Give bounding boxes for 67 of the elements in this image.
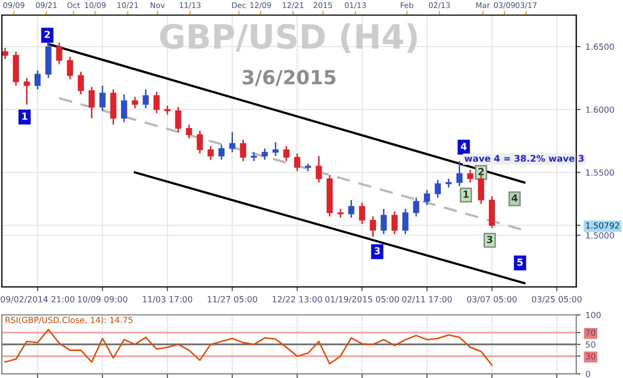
x-tick-label: 11/27 05:00 [208,296,258,304]
y-tick-label: 1.5500 [586,169,614,176]
y-tick-label: 1.5000 [586,232,614,239]
annotation: 1 [22,112,28,120]
y-tick-label: 50 [586,341,596,348]
candlestick [121,94,128,123]
candlestick [316,155,322,184]
candlestick [218,144,225,161]
candlestick [175,106,182,133]
text: 3/6/2015 [242,70,336,86]
annotation: 4 [460,142,467,150]
candlestick [196,130,203,154]
candlestick [99,84,106,112]
candlestick [186,124,192,140]
candlestick [456,160,462,187]
y-tick-label: 70 [586,330,596,336]
candlestick [78,71,84,96]
candlestick [229,131,236,153]
candlestick [467,169,474,184]
x-tick-label: 01/19/2015 05:00 [325,296,399,304]
candlestick [478,174,484,205]
candlestick [272,142,279,157]
candlestick [66,56,74,80]
candlestick [88,86,95,119]
y-tick-label: 0 [586,370,590,378]
candlestick [283,145,290,162]
candlestick [413,196,420,218]
annotation: 3 [487,236,492,244]
x-tick-label: 10/09 09:00 [78,296,128,304]
candlestick [348,199,354,218]
candlestick [424,189,430,206]
candlestick [402,208,408,235]
chart-title: RSI(GBP/USD.Close, 14): 14.75 [6,316,132,324]
x-tick-label: 03/25 05:00 [532,296,582,304]
annotation: 4 [512,194,518,202]
candlestick [34,70,41,90]
x-tick-label: 11/03 17:00 [142,296,192,304]
y-tick-label: 100 [586,312,601,318]
annotation: 3 [374,247,380,254]
x-tick-label: 12/22 13:00 [272,296,322,304]
annotation: 5 [517,258,523,266]
x-tick-label: 02/11 17:00 [402,296,452,304]
candlestick [154,91,160,114]
x-tick-label: 09/02/2014 21:00 [0,296,74,304]
annotation: wave 4 = 38.2% wave 3 [464,154,584,162]
annotation: 1 [464,190,469,198]
candlestick [391,210,398,235]
annotation: 2 [478,168,484,176]
x-tick-label: 03/07 05:00 [467,296,517,304]
candlestick [132,96,138,109]
y-tick-label: 1.50792 [586,222,619,229]
candlestick [262,148,268,161]
line-series [4,328,493,366]
candlestick [208,145,214,161]
candlestick [56,42,62,65]
y-tick-label: 1.6000 [586,106,614,113]
y-tick-label: 30 [586,353,596,360]
candlestick [240,138,246,162]
candlestick [434,179,441,198]
annotation: 2 [44,30,50,38]
candlestick [359,202,366,225]
candlestick [294,152,300,172]
candlestick [370,216,376,238]
candlestick [380,208,387,235]
candlestick [142,88,149,109]
y-tick-label: 1.6500 [586,44,614,50]
candlestick [24,77,30,106]
